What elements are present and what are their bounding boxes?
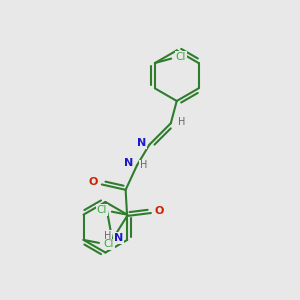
Text: N: N [124, 158, 133, 168]
Text: H: H [104, 231, 112, 241]
Text: N: N [137, 138, 147, 148]
Text: Cl: Cl [97, 205, 107, 215]
Text: H: H [178, 117, 186, 127]
Text: N: N [114, 233, 123, 243]
Text: Cl: Cl [103, 239, 114, 249]
Text: H: H [140, 160, 147, 170]
Text: O: O [154, 206, 164, 216]
Text: Cl: Cl [176, 52, 186, 62]
Text: O: O [89, 177, 98, 187]
